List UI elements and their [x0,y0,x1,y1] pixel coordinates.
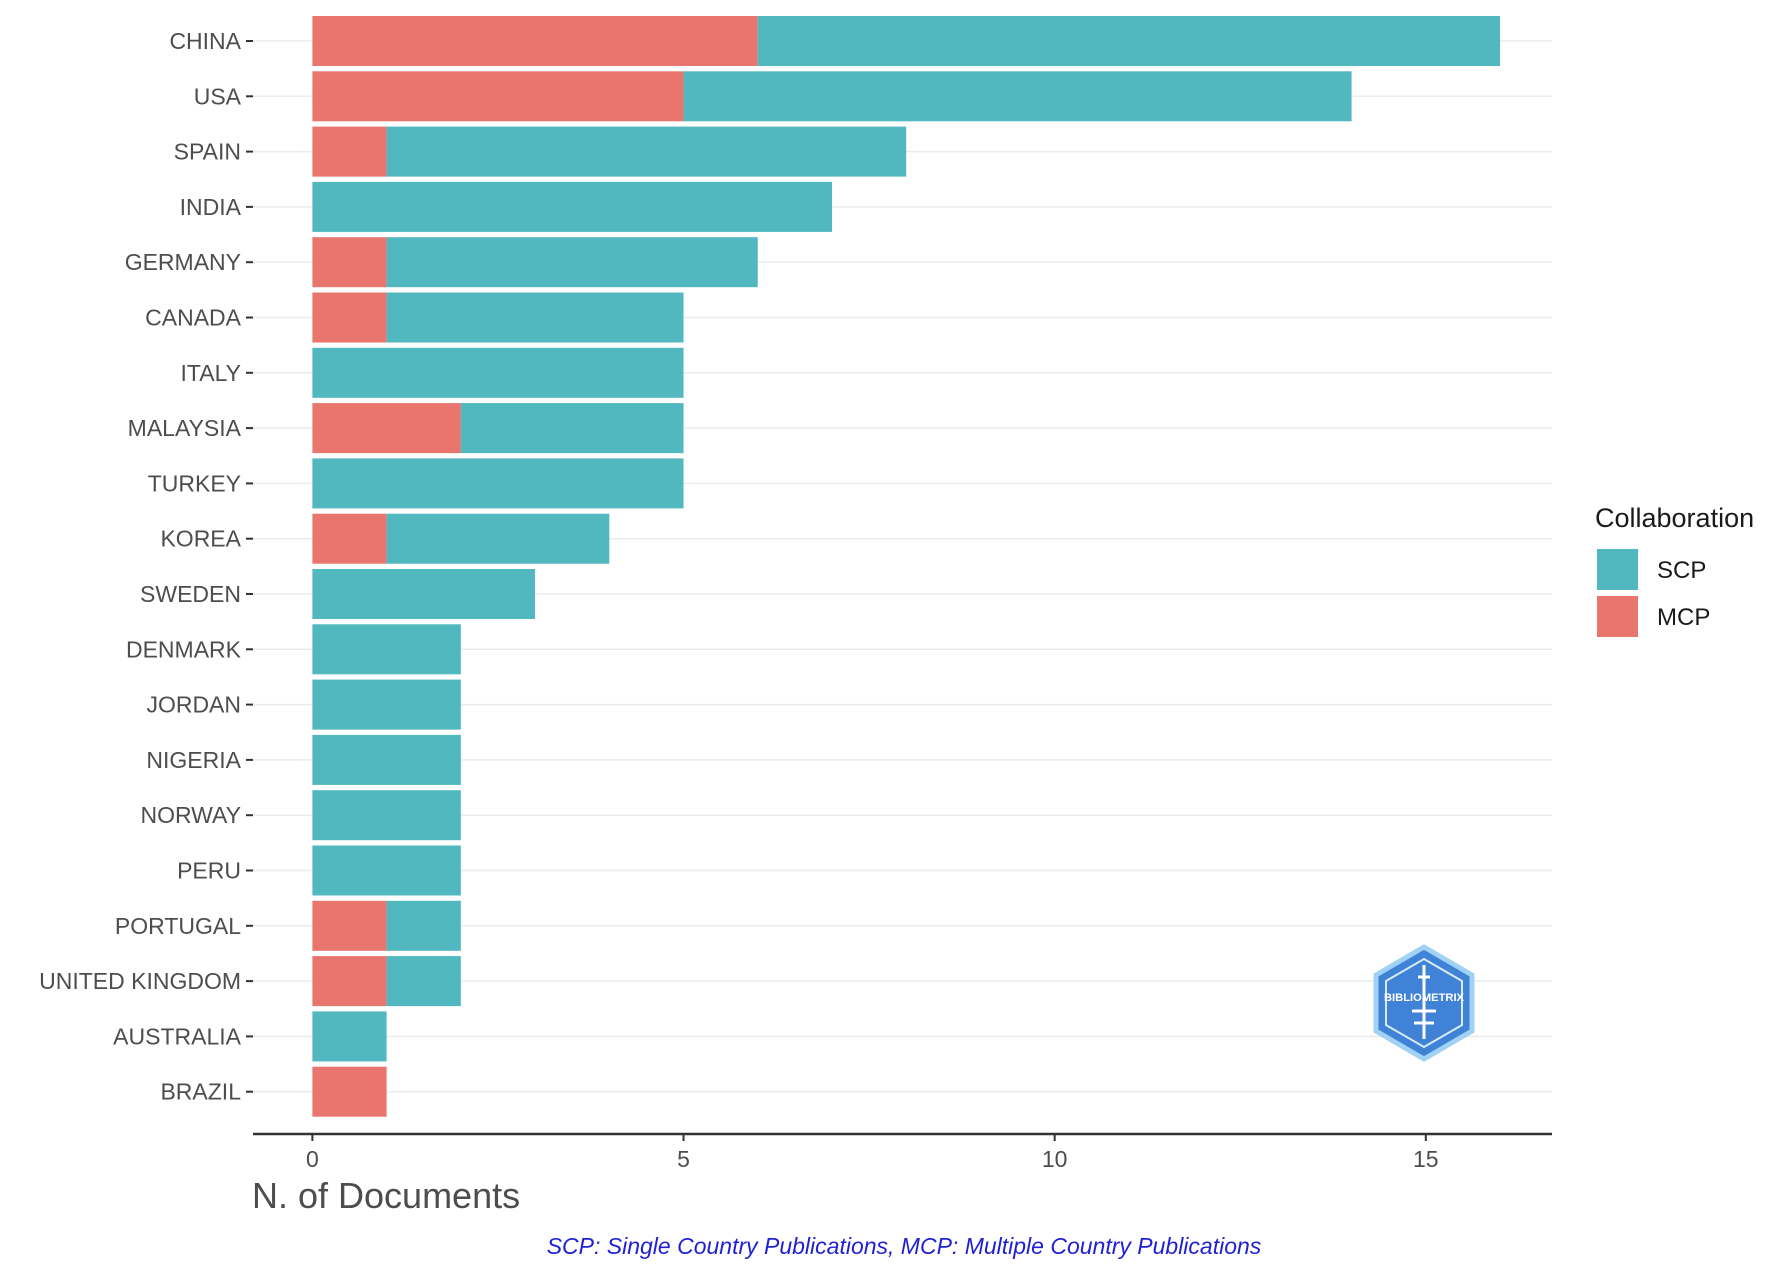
legend-items: SCP MCP [1597,549,1710,637]
y-tick-label: CHINA [169,28,241,54]
y-tick-label: CANADA [145,305,242,331]
y-tick-label: INDIA [180,194,242,220]
legend-title: Collaboration [1595,503,1754,533]
x-tick-label: 5 [677,1146,690,1172]
legend-swatch-mcp [1597,596,1638,637]
legend-label-scp: SCP [1657,557,1706,584]
y-tick-label: BRAZIL [160,1079,241,1105]
bar-scp-italy [312,347,684,398]
y-tick-label: KOREA [160,526,241,552]
bar-mcp-china [312,16,758,66]
bar-scp-norway [312,790,461,841]
x-tick-label: 10 [1042,1146,1068,1172]
bar-scp-canada [386,292,684,343]
bar-mcp-brazil [312,1066,387,1117]
x-tick-label: 0 [306,1146,319,1172]
bar-scp-india [312,181,832,232]
bar-scp-nigeria [312,734,461,785]
bar-mcp-canada [312,292,387,343]
x-tick-label: 15 [1413,1146,1439,1172]
bar-scp-australia [312,1011,387,1062]
legend: Collaboration SCP MCP [1595,503,1754,637]
bar-mcp-malaysia [312,403,461,454]
bar-mcp-korea [312,513,387,564]
legend-label-mcp: MCP [1657,604,1710,631]
y-tick-label: AUSTRALIA [113,1023,241,1049]
y-axis: CHINA USA SPAIN INDIA GERMANY CANADA ITALY MALA… [39,28,253,1105]
bar-scp-portugal [386,900,461,951]
bar-scp-peru [312,845,461,896]
x-axis: 0 5 10 15 [253,1132,1552,1172]
bar-scp-sweden [312,569,536,619]
logo: BIBLIOMETRIX [1373,944,1475,1062]
bar-scp-germany [386,237,758,288]
legend-swatch-scp [1597,549,1638,590]
bar-mcp-germany [312,237,387,288]
y-tick-label: SWEDEN [140,581,241,607]
y-tick-label: TURKEY [148,470,241,496]
y-tick-label: UNITED KINGDOM [39,968,241,994]
bar-scp-spain [386,126,907,177]
y-tick-label: SPAIN [174,139,241,165]
bar-scp-korea [386,513,610,564]
bar-scp-denmark [312,624,461,675]
bar-scp-china [757,16,1501,66]
bars [312,16,1501,1117]
bar-mcp-spain [312,126,387,177]
bar-scp-malaysia [460,403,684,454]
y-tick-label: GERMANY [125,249,241,275]
y-tick-label: JORDAN [146,692,241,718]
y-tick-label: ITALY [181,360,242,386]
x-axis-label: N. of Documents [252,1175,520,1216]
y-tick-label: NIGERIA [146,747,241,773]
y-tick-label: MALAYSIA [128,415,242,441]
y-tick-label: DENMARK [126,636,242,662]
y-tick-label: PERU [177,858,241,884]
bar-scp-turkey [312,458,684,509]
y-tick-label: USA [194,83,242,109]
bar-scp-usa [683,71,1352,122]
bar-scp-united-kingdom [386,956,461,1007]
caption: SCP: Single Country Publications, MCP: M… [547,1233,1262,1259]
bar-mcp-united-kingdom [312,956,387,1007]
y-tick-label: NORWAY [140,802,241,828]
bar-mcp-portugal [312,900,387,951]
y-tick-label: PORTUGAL [115,913,241,939]
bar-scp-jordan [312,679,461,730]
bar-mcp-usa [312,71,684,122]
